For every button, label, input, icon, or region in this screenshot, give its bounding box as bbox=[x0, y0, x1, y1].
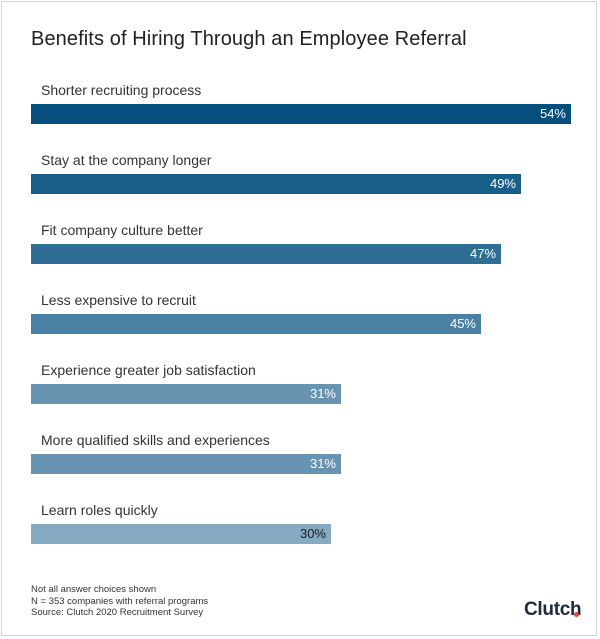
bar-value-label: 30% bbox=[299, 526, 326, 541]
footnote-source: Source: Clutch 2020 Recruitment Survey bbox=[31, 607, 204, 618]
bar-value-label: 45% bbox=[449, 316, 476, 331]
category-label: Shorter recruiting process bbox=[41, 82, 202, 98]
footnotes: Not all answer choices shown N = 353 com… bbox=[31, 584, 208, 619]
clutch-logo: Clutch bbox=[524, 599, 582, 620]
bar bbox=[31, 314, 481, 334]
category-label: Less expensive to recruit bbox=[41, 292, 196, 308]
footnote-sample: Not all answer choices shown bbox=[31, 584, 157, 595]
bar-value-label: 47% bbox=[469, 246, 496, 261]
clutch-logo-dot bbox=[574, 612, 579, 617]
bar bbox=[31, 384, 341, 404]
category-label: Stay at the company longer bbox=[41, 152, 212, 168]
category-label: Experience greater job satisfaction bbox=[41, 362, 256, 378]
bar-value-label: 31% bbox=[309, 456, 336, 471]
category-label: More qualified skills and experiences bbox=[41, 432, 270, 448]
bar bbox=[31, 244, 501, 264]
category-label: Learn roles quickly bbox=[41, 502, 158, 518]
bar bbox=[31, 524, 331, 544]
footnote-sample-size: N = 353 companies with referral programs bbox=[31, 595, 209, 607]
category-label: Fit company culture better bbox=[41, 222, 203, 238]
bar bbox=[31, 454, 341, 474]
chart-title: Benefits of Hiring Through an Employee R… bbox=[31, 28, 467, 50]
bar-value-label: 49% bbox=[489, 176, 516, 191]
bar bbox=[31, 174, 521, 194]
bar bbox=[31, 104, 571, 124]
bar-value-label: 31% bbox=[309, 386, 336, 401]
bar-value-label: 54% bbox=[539, 106, 566, 121]
